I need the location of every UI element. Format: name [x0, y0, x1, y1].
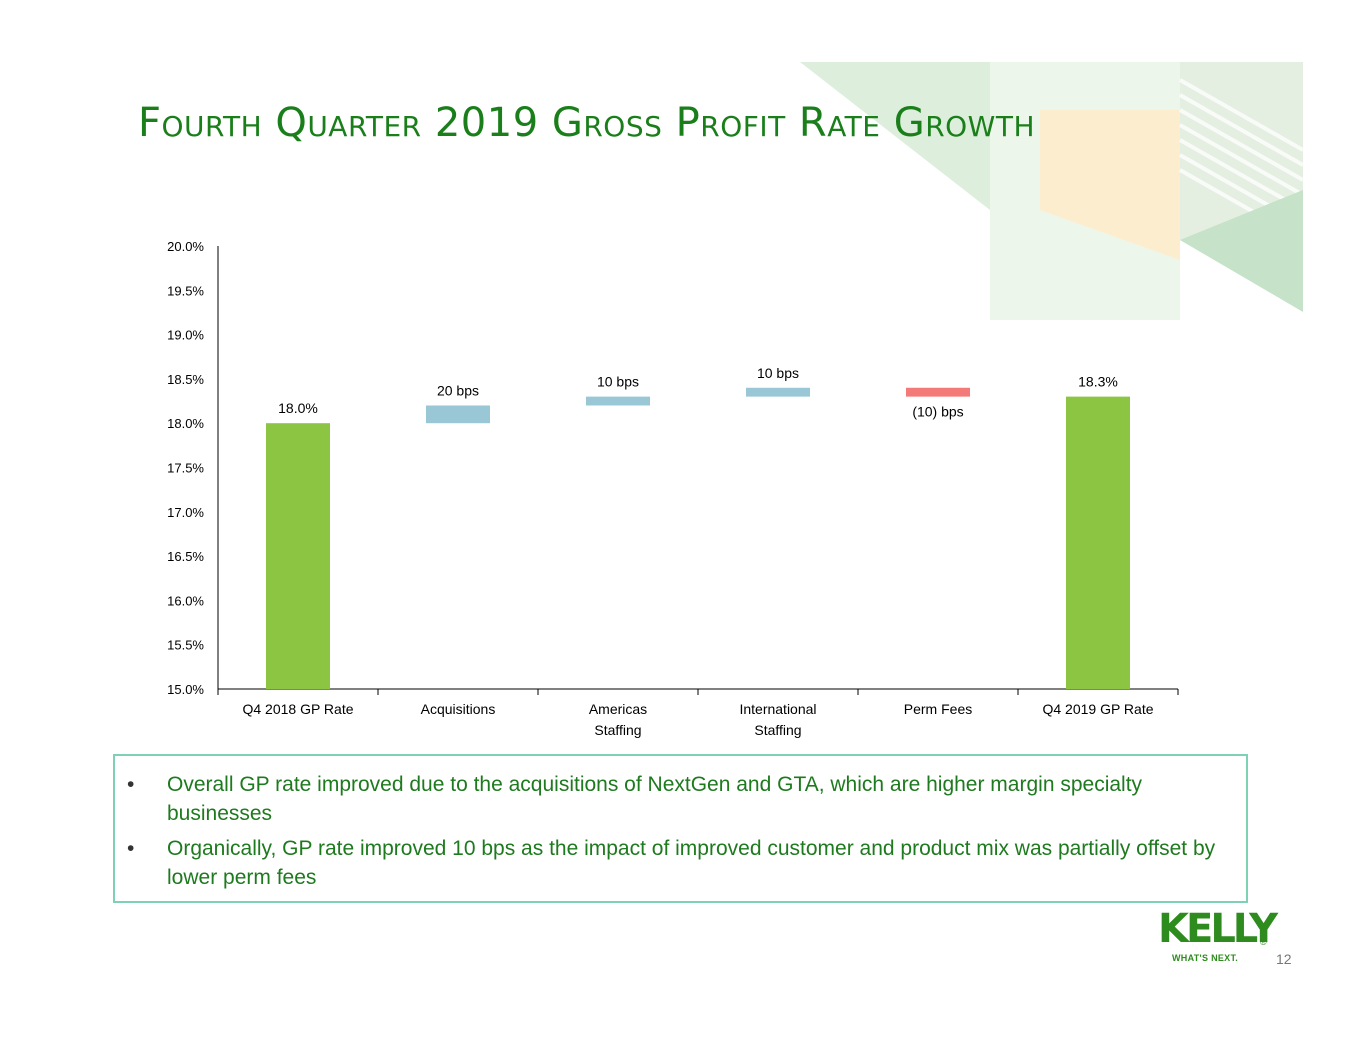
logo-tagline: WHAT'S NEXT. [1172, 953, 1239, 963]
category-label: International [739, 701, 816, 717]
waterfall-bar-decrease [906, 387, 970, 397]
y-axis-ticks: 20.0% 19.5% 19.0% 18.5% 18.0% 17.5% 17.0% 16.5%… [167, 239, 204, 697]
y-tick-label: 19.0% [167, 328, 204, 343]
bullet-icon: • [127, 837, 135, 860]
category-label: Acquisitions [421, 701, 496, 717]
notes-box: • Overall GP rate improved due to the ac… [113, 754, 1248, 903]
registered-mark: ® [1260, 937, 1267, 947]
waterfall-bar-increase [586, 396, 650, 406]
y-tick-label: 16.0% [167, 593, 204, 608]
bullet-icon: • [127, 773, 135, 796]
waterfall-bar-increase [746, 387, 810, 397]
category-label: Americas [589, 701, 647, 717]
note-item: • Organically, GP rate improved 10 bps a… [127, 834, 1226, 892]
category-label: Perm Fees [904, 701, 972, 717]
category-label: Q4 2018 GP Rate [242, 701, 353, 717]
y-tick-label: 17.5% [167, 461, 204, 476]
y-tick-label: 18.0% [167, 416, 204, 431]
bar-data-label: 18.3% [1078, 374, 1118, 390]
data-labels: 18.0% 20 bps 10 bps 10 bps (10) bps 18.3% [278, 365, 1118, 420]
y-tick-label: 15.5% [167, 638, 204, 653]
y-tick-label: 20.0% [167, 239, 204, 254]
logo-wordmark: KELLY [1158, 906, 1278, 952]
bar-data-label: (10) bps [912, 404, 963, 420]
y-tick-label: 15.0% [167, 682, 204, 697]
category-label: Staffing [594, 722, 641, 738]
y-tick-label: 17.0% [167, 505, 204, 520]
category-label: Staffing [754, 722, 801, 738]
y-tick-label: 18.5% [167, 372, 204, 387]
category-label: Q4 2019 GP Rate [1042, 701, 1153, 717]
bar-data-label: 18.0% [278, 400, 318, 416]
slide-title: Fourth Quarter 2019 Gross Profit Rate Gr… [138, 100, 1036, 146]
waterfall-bars [266, 387, 1130, 689]
note-text: Organically, GP rate improved 10 bps as … [167, 837, 1216, 889]
gp-rate-waterfall-chart: 20.0% 19.5% 19.0% 18.5% 18.0% 17.5% 17.0% 16.5%… [167, 239, 1179, 738]
note-text: Overall GP rate improved due to the acqu… [167, 773, 1143, 825]
bar-data-label: 20 bps [437, 382, 479, 398]
y-tick-label: 16.5% [167, 549, 204, 564]
bar-data-label: 10 bps [597, 374, 639, 390]
waterfall-bar-total [1066, 396, 1130, 689]
kelly-logo: KELLY ® WHAT'S NEXT. [1158, 905, 1278, 963]
waterfall-bar-total [266, 423, 330, 689]
x-axis-ticks [217, 689, 1179, 695]
page-number: 12 [1276, 951, 1292, 967]
waterfall-bar-increase [426, 405, 490, 424]
bar-data-label: 10 bps [757, 365, 799, 381]
note-item: • Overall GP rate improved due to the ac… [127, 770, 1226, 828]
category-labels: Q4 2018 GP Rate Acquisitions Americas Staff… [242, 701, 1153, 738]
y-tick-label: 19.5% [167, 283, 204, 298]
